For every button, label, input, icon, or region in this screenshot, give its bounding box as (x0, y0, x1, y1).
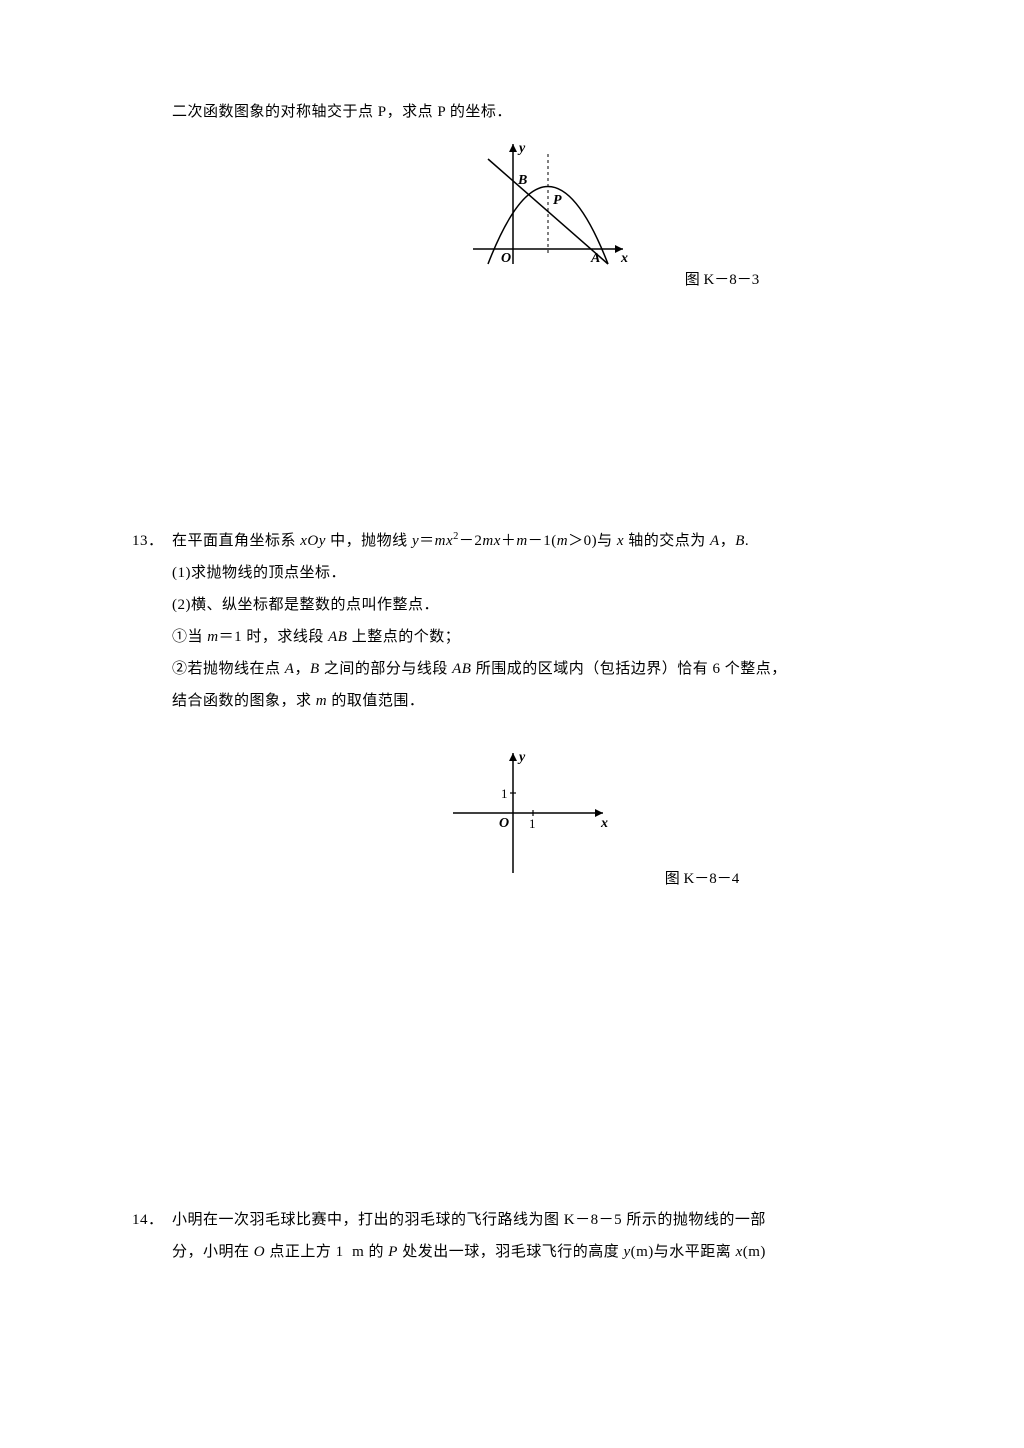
svg-text:O: O (499, 816, 509, 831)
problem-13-stem: 13．在平面直角坐标系 xOy 中，抛物线 y＝mx2－2mx＋m－1(m＞0)… (172, 529, 867, 553)
figure-k-8-4: y x O 1 1 图 K－8－4 (172, 743, 867, 888)
problem-13-part1: (1)求抛物线的顶点坐标． (172, 561, 867, 585)
problem-number: 13． (132, 529, 172, 553)
problem-number: 14． (132, 1208, 172, 1232)
text: 小明在一次羽毛球比赛中，打出的羽毛球的飞行路线为图 K－8－5 所示的抛物线的一… (172, 1212, 766, 1228)
svg-text:y: y (517, 750, 526, 765)
problem-14-line2: 分，小明在 O 点正上方 1 m 的 P 处发出一球，羽毛球飞行的高度 y(m)… (172, 1240, 867, 1264)
svg-text:y: y (517, 141, 526, 156)
svg-text:B: B (517, 173, 527, 188)
problem-13-part2: (2)横、纵坐标都是整数的点叫作整点． (172, 593, 867, 617)
svg-text:x: x (620, 251, 628, 266)
problem-14: 14．小明在一次羽毛球比赛中，打出的羽毛球的飞行路线为图 K－8－5 所示的抛物… (172, 1208, 867, 1264)
problem-13-part2c: 结合函数的图象，求 m 的取值范围． (172, 689, 867, 713)
figure1-caption: 图 K－8－3 (637, 268, 807, 289)
figure-k-8-3: y x O A B P 图 K－8－3 (172, 134, 867, 289)
svg-text:x: x (600, 816, 608, 831)
parabola-figure: y x O A B P (463, 134, 633, 284)
svg-text:1: 1 (501, 786, 508, 801)
svg-text:A: A (590, 251, 600, 266)
vertical-gap (172, 329, 867, 529)
figure2-caption: 图 K－8－4 (617, 867, 787, 888)
problem-14-line1: 14．小明在一次羽毛球比赛中，打出的羽毛球的飞行路线为图 K－8－5 所示的抛物… (172, 1208, 867, 1232)
problem-13-part2a: ①当 m＝1 时，求线段 AB 上整点的个数； (172, 625, 867, 649)
coord-figure: y x O 1 1 (443, 743, 613, 883)
svg-text:P: P (553, 193, 562, 208)
problem-13-part2b: ②若抛物线在点 A，B 之间的部分与线段 AB 所围成的区域内（包括边界）恰有 … (172, 657, 867, 681)
vertical-gap-2 (172, 928, 867, 1208)
svg-text:O: O (501, 251, 511, 266)
problem-13: 13．在平面直角坐标系 xOy 中，抛物线 y＝mx2－2mx＋m－1(m＞0)… (172, 529, 867, 713)
top-orphan-line: 二次函数图象的对称轴交于点 P，求点 P 的坐标． (172, 100, 867, 124)
text: 二次函数图象的对称轴交于点 P，求点 P 的坐标． (172, 104, 512, 120)
svg-text:1: 1 (529, 816, 536, 831)
